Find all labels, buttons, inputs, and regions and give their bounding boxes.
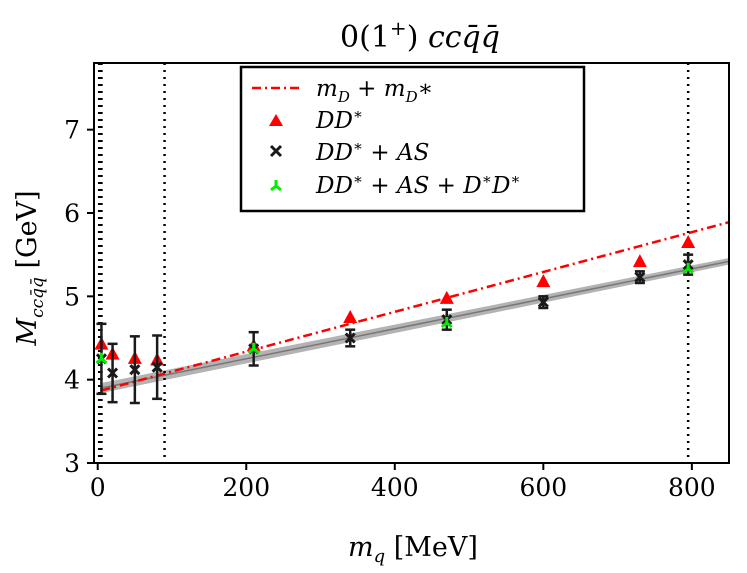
legend-label-dd-as: DD∗ + AS — [315, 137, 429, 166]
fit-band — [101, 258, 730, 393]
y-axis-label: Mccq̄q̄ [GeV] — [12, 190, 48, 346]
y-tick-label: 7 — [64, 116, 80, 145]
dd-point — [681, 235, 696, 248]
legend-key-full-tri — [270, 180, 282, 192]
axes-frame — [93, 62, 730, 464]
legend-key-dd-triangle — [269, 114, 283, 126]
tri-stroke — [440, 321, 448, 329]
title-quantum-number: 0(1 — [340, 20, 390, 55]
y-tick-label: 3 — [64, 449, 80, 478]
cross-stroke — [344, 332, 356, 344]
dd-as-point — [634, 270, 646, 285]
tri-stroke — [445, 321, 453, 329]
dd-as-point — [537, 295, 549, 310]
dd-as-dd-point — [440, 317, 453, 329]
x-tick-label: 400 — [371, 473, 419, 502]
cross-stroke — [537, 296, 549, 308]
dd-as-point — [344, 328, 356, 348]
legend-key-dd-as-cross — [269, 144, 283, 158]
dd-as-dd-point — [95, 352, 108, 365]
y-tick-label: 6 — [64, 199, 80, 228]
dd-as-point — [107, 342, 119, 404]
y-tick-label: 5 — [64, 282, 80, 311]
x-tick-label: 0 — [90, 473, 106, 502]
dd-point — [439, 290, 454, 304]
fit-line — [101, 260, 730, 389]
dd-point — [343, 310, 358, 323]
cross-stroke — [634, 271, 646, 283]
tri-stroke — [100, 357, 108, 365]
dd-as-dd-point — [247, 342, 260, 355]
y-tick-label: 4 — [64, 366, 80, 395]
x-tick-label: 200 — [222, 473, 270, 502]
x-tick-label: 800 — [668, 473, 716, 502]
threshold-line — [101, 220, 730, 392]
legend-label-dd: DD∗ — [315, 105, 363, 134]
chart-title: 0(1+) ccq̄q̄ — [340, 16, 500, 55]
dd-as-point — [151, 334, 163, 401]
title-flavour: ccq̄q̄ — [428, 20, 500, 55]
tri-stroke — [95, 357, 103, 365]
dd-point — [632, 254, 647, 268]
x-tick-label: 600 — [519, 473, 567, 502]
tri-stroke — [687, 267, 695, 275]
cross-stroke — [129, 364, 141, 376]
title-parity: + — [390, 16, 407, 40]
tri-stroke — [247, 347, 255, 355]
plot-area: 0 200 400 600 800 3 4 5 6 7 — [64, 62, 730, 502]
x-axis-label: mq [MeV] — [348, 532, 478, 567]
dd-point — [536, 274, 551, 288]
cross-stroke — [151, 361, 163, 373]
tri-stroke — [682, 267, 690, 275]
legend-label-full: DD∗ + AS + D∗D∗ — [315, 170, 521, 199]
legend-label-threshold: mD + mD∗ — [316, 76, 433, 106]
dd-as-dd-point — [682, 262, 695, 275]
legend-box — [239, 65, 586, 213]
tri-stroke — [252, 347, 260, 355]
dd-as-point — [129, 335, 141, 405]
legend: mD + mD∗ DD∗ DD∗ + AS DD∗ + AS + D∗D∗ — [239, 65, 586, 213]
cross-stroke — [107, 367, 119, 379]
